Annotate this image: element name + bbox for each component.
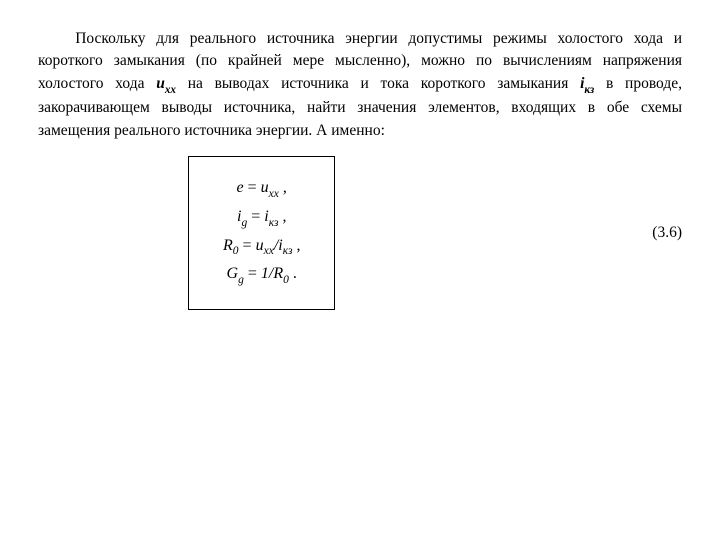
eq-den-sub: кз bbox=[283, 245, 293, 257]
eq-rhs-base: u bbox=[261, 179, 269, 196]
eq-op: = bbox=[244, 265, 261, 282]
equation-line-2: ig = iкз , bbox=[223, 209, 300, 229]
page: Поскольку для реального источника энерги… bbox=[0, 0, 720, 310]
eq-lhs-sub: g bbox=[238, 274, 244, 286]
eq-rhs: 1/R bbox=[261, 265, 283, 282]
eq-tail: , bbox=[278, 208, 286, 225]
equation-line-3: R0 = uхх/iкз , bbox=[223, 238, 300, 258]
eq-lhs-sub: 0 bbox=[233, 245, 239, 257]
eq-lhs-base: G bbox=[227, 265, 239, 282]
eq-op: = bbox=[244, 179, 261, 196]
equation-region: e = uхх , ig = iкз , R0 = uхх/iкз , Gg =… bbox=[38, 156, 682, 310]
text-segment: на выводах источника и тока короткого за… bbox=[176, 75, 580, 92]
equation-line-4: Gg = 1/R0 . bbox=[223, 266, 300, 286]
eq-tail: , bbox=[292, 237, 300, 254]
equation-box: e = uхх , ig = iкз , R0 = uхх/iкз , Gg =… bbox=[188, 156, 335, 310]
variable-u-xx: u bbox=[156, 75, 165, 92]
eq-lhs: e bbox=[237, 179, 244, 196]
eq-op: = bbox=[247, 208, 264, 225]
variable-i-kz-subscript: кз bbox=[584, 84, 594, 96]
eq-rhs-sub: хх bbox=[269, 188, 279, 200]
equation-line-1: e = uхх , bbox=[223, 180, 300, 200]
eq-rhs-sub: 0 bbox=[283, 274, 289, 286]
eq-num-sub: хх bbox=[264, 245, 274, 257]
eq-lhs-sub: g bbox=[241, 217, 247, 229]
eq-tail: , bbox=[279, 179, 287, 196]
body-paragraph: Поскольку для реального источника энерги… bbox=[38, 28, 682, 142]
eq-lhs-base: R bbox=[223, 237, 233, 254]
eq-num-base: u bbox=[256, 237, 264, 254]
eq-op: = bbox=[239, 237, 256, 254]
eq-tail: . bbox=[289, 265, 297, 282]
eq-rhs-sub: кз bbox=[269, 217, 279, 229]
variable-u-xx-subscript: хх bbox=[165, 84, 176, 96]
equation-number: (3.6) bbox=[622, 224, 682, 242]
